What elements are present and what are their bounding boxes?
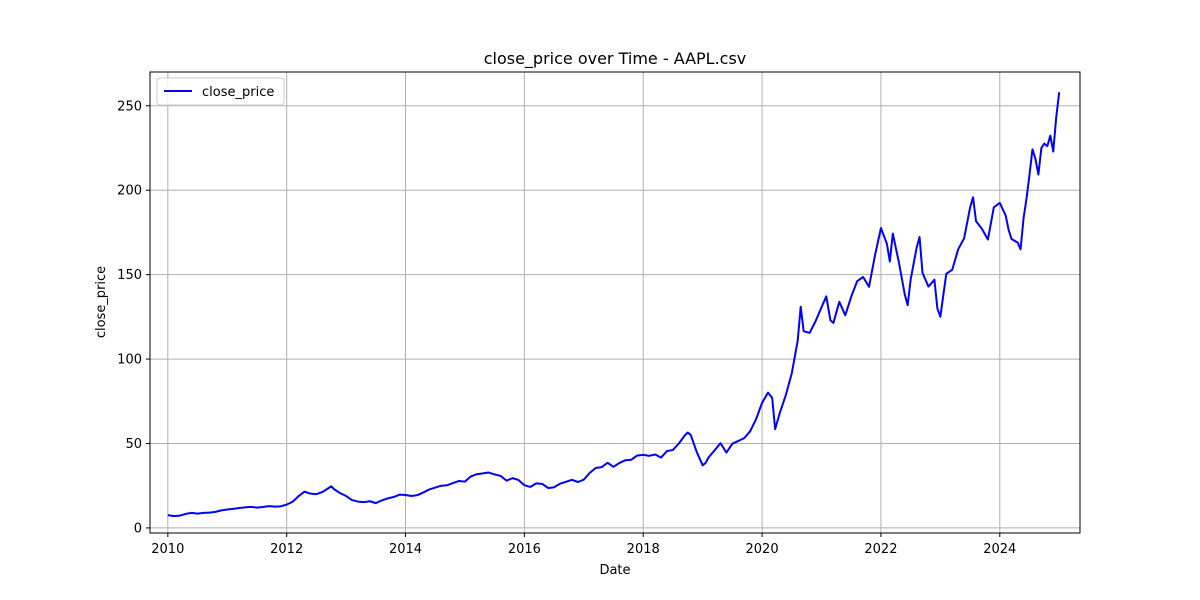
x-tick-label: 2018 (627, 542, 660, 557)
y-tick-label: 100 (117, 353, 142, 368)
legend: close_price (156, 77, 285, 106)
chart-title: close_price over Time - AAPL.csv (484, 49, 747, 69)
y-axis-ticks: 0 50 100 150 200 250 (117, 99, 150, 536)
x-tick-label: 2010 (151, 542, 184, 557)
y-tick-label: 200 (117, 184, 142, 199)
y-tick-label: 150 (117, 268, 142, 283)
y-tick-label: 0 (134, 521, 142, 536)
x-axis-ticks: 2010 2012 2014 2016 2018 2020 2022 2024 (151, 533, 1016, 557)
x-tick-label: 2012 (270, 542, 303, 557)
y-tick-label: 50 (125, 437, 142, 452)
series-line-close-price (167, 92, 1061, 518)
series-layer (167, 92, 1061, 518)
grid-lines (150, 72, 1080, 533)
legend-box (156, 77, 285, 106)
y-tick-label: 250 (117, 99, 142, 114)
x-tick-label: 2014 (389, 542, 422, 557)
x-tick-label: 2020 (746, 542, 779, 557)
legend-label: close_price (202, 85, 274, 100)
x-axis-title: Date (599, 563, 630, 578)
y-axis-title: close_price (94, 266, 109, 338)
x-tick-label: 2024 (983, 542, 1016, 557)
plot-frame (149, 71, 1081, 534)
x-tick-label: 2016 (508, 542, 541, 557)
x-tick-label: 2022 (864, 542, 897, 557)
